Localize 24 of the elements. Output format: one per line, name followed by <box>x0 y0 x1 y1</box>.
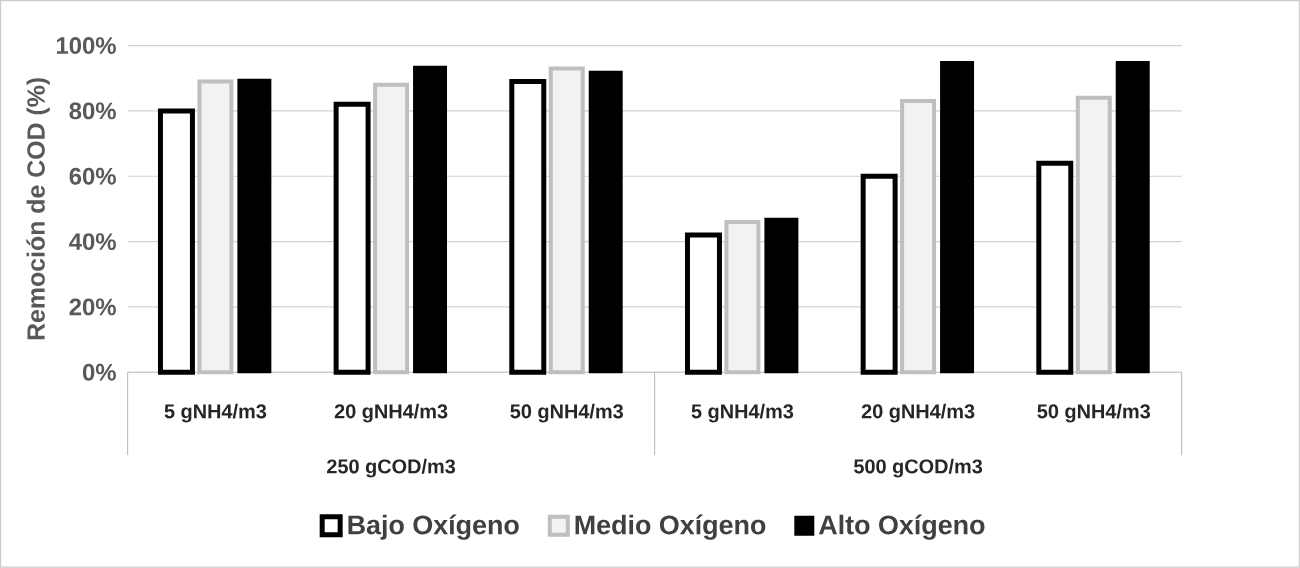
x-tick-label: 5 gNH4/m3 <box>164 403 267 423</box>
x-tick-label: 5 gNH4/m3 <box>691 403 794 423</box>
bar <box>413 65 448 374</box>
y-tick-label: 0% <box>82 363 116 381</box>
x-tick-label: 50 gNH4/m3 <box>1037 403 1151 423</box>
y-axis-title: Remoción de COD (%) <box>26 78 50 340</box>
y-tick-label: 40% <box>69 233 116 251</box>
bar <box>237 79 272 374</box>
text: 250 gCOD/m3 <box>327 459 456 478</box>
y-tick-label: 20% <box>69 298 116 316</box>
bar <box>588 70 623 374</box>
x-tick-label: 50 gNH4/m3 <box>510 403 623 423</box>
x-tick-label: 20 gNH4/m3 <box>861 403 975 423</box>
y-tick-label: 60% <box>69 167 116 185</box>
legend-label: Medio Oxígeno <box>575 514 766 540</box>
y-tick-label: 100% <box>56 37 116 55</box>
legend-label: Alto Oxígeno <box>818 514 985 540</box>
bar <box>1115 61 1150 374</box>
y-tick-label: 80% <box>69 102 116 120</box>
bar <box>764 217 799 374</box>
bar <box>940 61 975 374</box>
x-tick-label: 20 gNH4/m3 <box>334 403 448 423</box>
legend-label: Bajo Oxígeno <box>348 514 519 540</box>
text: 500 gCOD/m3 <box>854 459 983 478</box>
